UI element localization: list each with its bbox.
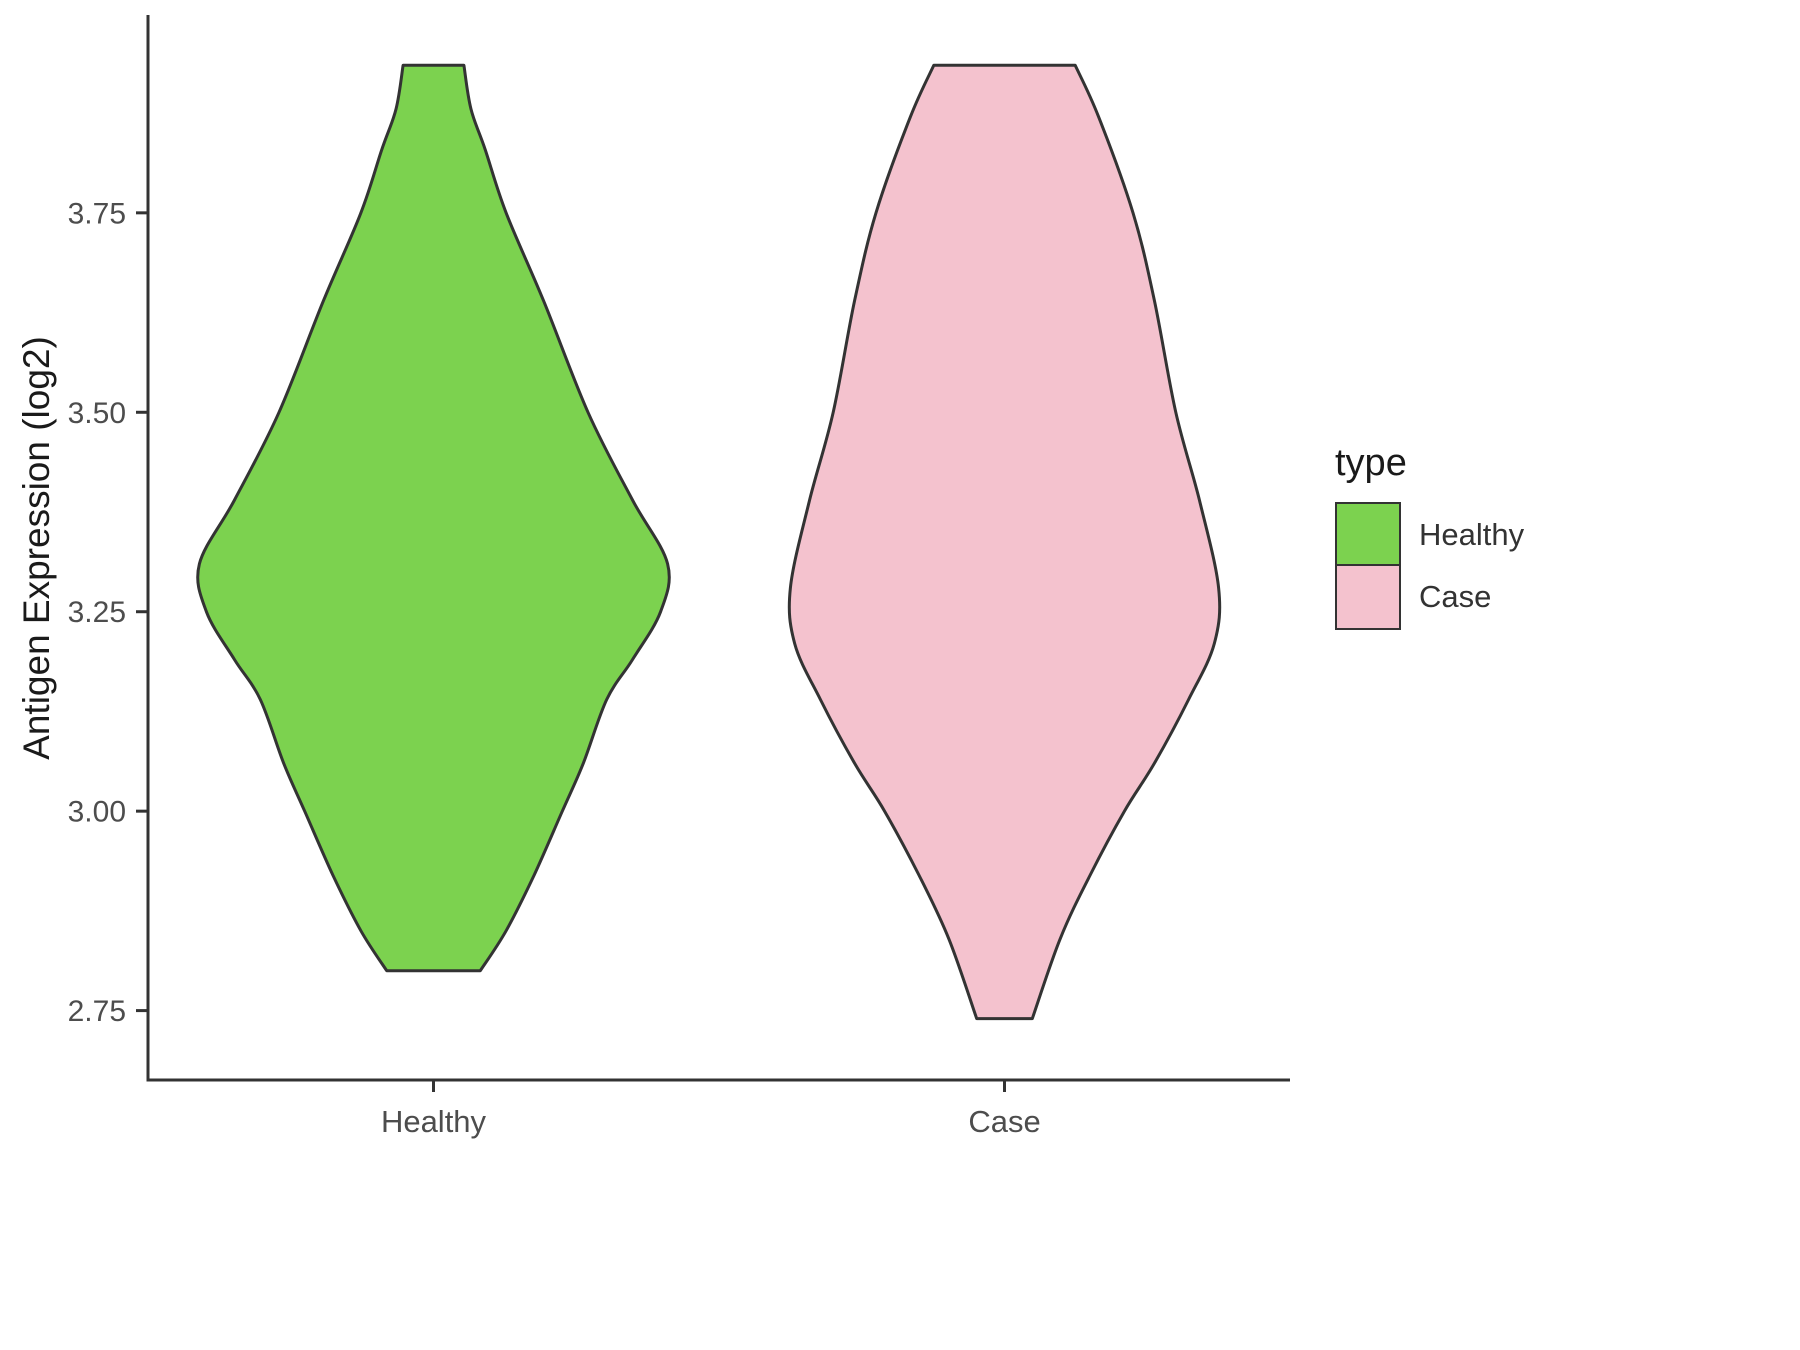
legend: type Healthy Case	[1335, 442, 1525, 630]
y-tick-label: 3.00	[68, 796, 126, 829]
legend-label-healthy: Healthy	[1419, 517, 1525, 552]
x-tick-label-case: Case	[968, 1104, 1040, 1139]
legend-items: Healthy Case	[1335, 502, 1525, 630]
legend-swatch-healthy	[1335, 502, 1401, 568]
legend-swatch-case	[1335, 564, 1401, 630]
violin-case	[787, 63, 1222, 1021]
y-tick-label: 3.25	[68, 596, 126, 629]
legend-label-case: Case	[1419, 579, 1492, 614]
legend-item-healthy: Healthy	[1335, 502, 1525, 568]
y-tick-label: 3.75	[68, 197, 126, 230]
violin-healthy	[196, 63, 671, 973]
y-tick-label: 3.50	[68, 397, 126, 430]
legend-title: type	[1335, 442, 1407, 484]
legend-item-case: Case	[1335, 564, 1524, 630]
y-tick-label: 2.75	[68, 995, 126, 1028]
x-tick-label-healthy: Healthy	[381, 1104, 487, 1139]
